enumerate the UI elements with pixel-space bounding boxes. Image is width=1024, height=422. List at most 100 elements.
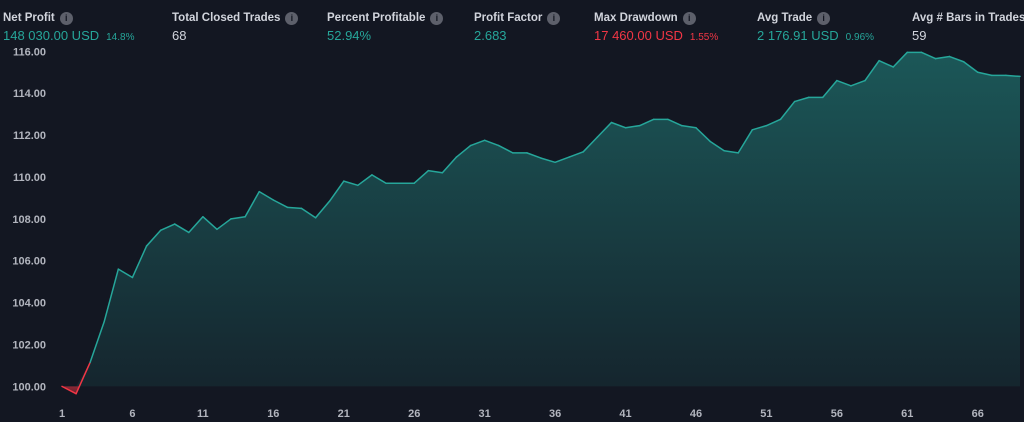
equity-point[interactable]	[300, 206, 304, 210]
equity-point[interactable]	[497, 144, 501, 148]
equity-line-segment	[173, 223, 190, 234]
equity-point[interactable]	[511, 151, 515, 155]
equity-point[interactable]	[483, 138, 487, 142]
metric-profit-factor: Profit Factor i 2.683	[474, 10, 561, 43]
equity-point[interactable]	[624, 126, 628, 130]
y-axis: 100.00 102.00 104.00 106.00 108.00 110.00 112.…	[12, 46, 46, 393]
equity-line-segment	[709, 140, 725, 152]
equity-point[interactable]	[215, 227, 219, 231]
equity-point[interactable]	[905, 50, 909, 54]
equity-point[interactable]	[356, 183, 360, 187]
equity-point[interactable]	[581, 150, 585, 154]
x-tick-label: 41	[619, 408, 631, 420]
equity-point[interactable]	[342, 179, 346, 183]
info-icon[interactable]: i	[59, 11, 73, 25]
x-tick-label: 26	[408, 408, 420, 420]
equity-point[interactable]	[229, 217, 233, 221]
equity-point[interactable]	[933, 57, 937, 61]
info-icon[interactable]: i	[817, 11, 831, 25]
equity-line-segment	[357, 174, 373, 187]
equity-point[interactable]	[159, 228, 163, 232]
equity-point[interactable]	[567, 155, 571, 159]
info-icon[interactable]: i	[682, 11, 696, 25]
equity-point[interactable]	[1004, 73, 1008, 77]
equity-point[interactable]	[384, 181, 388, 185]
equity-point[interactable]	[652, 117, 656, 121]
equity-line-segment	[230, 215, 246, 220]
equity-point[interactable]	[821, 95, 825, 99]
equity-point[interactable]	[750, 128, 754, 132]
equity-point[interactable]	[370, 173, 374, 177]
info-icon[interactable]: i	[547, 11, 561, 25]
equity-point[interactable]	[722, 149, 726, 153]
equity-point[interactable]	[990, 73, 994, 77]
equity-point[interactable]	[736, 151, 740, 155]
equity-line-segment	[751, 124, 768, 131]
equity-point[interactable]	[849, 84, 853, 88]
equity-point[interactable]	[102, 319, 106, 323]
x-tick-label: 1	[59, 408, 65, 420]
equity-point[interactable]	[116, 267, 120, 271]
y-tick-label: 114.00	[13, 88, 46, 100]
equity-point[interactable]	[130, 275, 134, 279]
equity-point[interactable]	[835, 79, 839, 83]
equity-point[interactable]	[145, 244, 149, 248]
equity-point[interactable]	[595, 135, 599, 139]
equity-point[interactable]	[201, 215, 205, 219]
metric-percent: 0.96%	[845, 32, 875, 43]
equity-point[interactable]	[454, 155, 458, 159]
equity-point[interactable]	[1018, 74, 1022, 78]
equity-point[interactable]	[638, 124, 642, 128]
equity-point[interactable]	[271, 198, 275, 202]
equity-point[interactable]	[609, 120, 613, 124]
equity-point[interactable]	[919, 50, 923, 54]
equity-point[interactable]	[525, 151, 529, 155]
equity-line-segment	[244, 190, 260, 218]
equity-point[interactable]	[891, 65, 895, 69]
metric-avg-bars-in-trades: Avg # Bars in Trades i 59	[912, 10, 1024, 43]
y-tick-label: 108.00	[12, 214, 46, 226]
equity-point[interactable]	[863, 79, 867, 83]
info-icon[interactable]: i	[430, 11, 444, 25]
equity-point[interactable]	[285, 205, 289, 209]
equity-point[interactable]	[694, 126, 698, 130]
equity-point[interactable]	[793, 100, 797, 104]
equity-point[interactable]	[539, 156, 543, 160]
metric-label: Net Profit	[3, 12, 55, 24]
metric-percent: 14.8%	[106, 32, 135, 43]
info-icon[interactable]: i	[285, 11, 299, 25]
equity-point[interactable]	[807, 95, 811, 99]
equity-point[interactable]	[469, 144, 473, 148]
equity-point[interactable]	[976, 70, 980, 74]
equity-point[interactable]	[257, 190, 261, 194]
equity-point[interactable]	[708, 139, 712, 143]
equity-point[interactable]	[328, 199, 332, 203]
x-tick-label: 56	[831, 408, 843, 420]
equity-point[interactable]	[440, 171, 444, 175]
equity-line-segment	[441, 156, 458, 174]
equity-point[interactable]	[314, 216, 318, 220]
metric-percent-profitable: Percent Profitable i 52.94%	[327, 10, 444, 43]
equity-point[interactable]	[412, 181, 416, 185]
equity-point[interactable]	[666, 117, 670, 121]
equity-point[interactable]	[553, 160, 557, 164]
equity-point[interactable]	[88, 360, 92, 364]
equity-point[interactable]	[187, 230, 191, 234]
equity-point[interactable]	[680, 124, 684, 128]
equity-point[interactable]	[426, 169, 430, 173]
equity-point[interactable]	[74, 392, 78, 396]
y-tick-label: 100.00	[12, 381, 46, 393]
equity-line-segment	[483, 139, 500, 147]
equity-point[interactable]	[398, 181, 402, 185]
equity-point[interactable]	[779, 117, 783, 121]
equity-line-segment	[89, 320, 106, 364]
equity-point[interactable]	[948, 55, 952, 59]
equity-point[interactable]	[60, 384, 64, 388]
equity-point[interactable]	[962, 60, 966, 64]
equity-point[interactable]	[877, 59, 881, 63]
equity-point[interactable]	[243, 215, 247, 219]
equity-line-segment	[737, 129, 754, 154]
equity-point[interactable]	[764, 124, 768, 128]
metric-value: 17 460.00 USD	[594, 28, 683, 43]
equity-point[interactable]	[173, 222, 177, 226]
